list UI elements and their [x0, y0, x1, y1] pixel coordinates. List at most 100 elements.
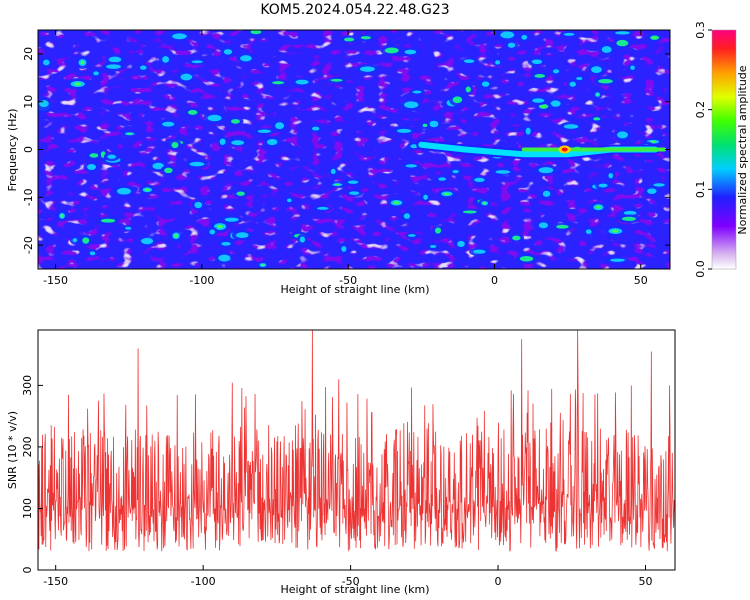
- spectrogram-blob-core: [89, 251, 96, 256]
- spectrogram-blob-peak: [74, 82, 82, 86]
- colorbar-tick-label: 0.3: [694, 21, 707, 39]
- spectrogram-blob-core: [240, 55, 252, 62]
- spectrogram-blob-core: [429, 120, 439, 128]
- spectrogram-blob-core: [396, 128, 412, 133]
- spectrogram-xtick-label: 0: [491, 274, 498, 287]
- spectrogram-blob-core: [403, 213, 411, 219]
- spectrogram-blob-peak: [393, 201, 400, 205]
- spectrogram-blob-core: [172, 33, 187, 40]
- spectrogram-blob-core: [591, 66, 602, 73]
- spectrogram-blob-peak: [444, 192, 450, 196]
- spectrogram-blob-core: [224, 217, 239, 222]
- spectrogram-blob-core: [272, 81, 285, 85]
- spectrogram-blob-core: [299, 236, 306, 243]
- spectrogram-blob-core: [481, 81, 490, 87]
- snr-ytick-label: 200: [21, 436, 34, 457]
- spectrogram-blob-core: [187, 109, 198, 115]
- spectrogram-blob-core: [312, 126, 320, 131]
- spectrogram-blob-core: [601, 46, 612, 53]
- spectrogram-ytick-label: 10: [22, 95, 35, 109]
- spectrogram-blob-peak: [127, 133, 132, 135]
- spectrogram-blob-core: [231, 140, 245, 146]
- spectrogram-blob-core: [410, 144, 419, 149]
- spectrogram-blob-core: [616, 39, 629, 47]
- spectrogram-blob-core: [207, 114, 222, 122]
- spectrogram-blob-core: [275, 122, 285, 130]
- spectrogram-blob-core: [189, 161, 205, 167]
- spectrogram-blob-core: [108, 56, 122, 63]
- spectrogram-blob-core: [231, 119, 240, 124]
- spectrogram-blob-core: [438, 177, 447, 181]
- spectrogram-blob-core: [534, 74, 546, 78]
- snr-xlabel: Height of straight line (km): [280, 583, 429, 596]
- spectrogram-blob-core: [404, 101, 419, 109]
- spectrogram-blob-core: [608, 172, 614, 179]
- spectrogram-blob-core: [550, 100, 561, 107]
- spectrogram-blob-core: [429, 244, 437, 248]
- spectrogram-blob-core: [343, 37, 355, 42]
- spectrogram-blob-core: [621, 216, 637, 221]
- spectrogram-blob-core: [630, 65, 635, 70]
- spectrogram-blob-core: [532, 98, 545, 103]
- snr-panel: -150 -100 -50 0 50 0 100 200 300 Height of strai…: [6, 329, 676, 596]
- spectrogram-blob-core: [164, 167, 173, 174]
- spectrogram-blob-core: [435, 227, 442, 234]
- spectrogram-blob-core: [452, 96, 463, 104]
- spectrogram-xlabel: Height of straight line (km): [280, 283, 429, 296]
- colorbar-tick-label: 0.2: [694, 101, 707, 119]
- spectrogram-blob-core: [598, 183, 608, 188]
- spectrogram-blob-core: [623, 210, 637, 216]
- spectrogram-blob-core: [610, 258, 625, 262]
- spectrogram-blob-core: [563, 32, 575, 36]
- spectrogram-blob-peak: [80, 60, 85, 65]
- spectrogram-blob-core: [162, 121, 175, 127]
- spectrogram-blob-core: [316, 206, 329, 210]
- snr-series-line: [38, 330, 675, 552]
- spectrogram-blob-core: [82, 237, 90, 244]
- spectrogram-blob-core: [452, 170, 459, 174]
- spectrogram-blob-core: [330, 168, 336, 175]
- spectrogram-ytick-label: -10: [22, 188, 35, 206]
- colorbar-label: Normalized spectral amplitude: [736, 65, 749, 234]
- spectrogram-blob-core: [585, 229, 592, 235]
- spectrogram-blob-core: [563, 124, 579, 129]
- spectrogram-blob-core: [152, 162, 165, 170]
- spectrogram-blob-core: [218, 254, 231, 262]
- spectrogram-blob-core: [465, 86, 471, 93]
- spectrogram-blob-core: [101, 218, 116, 223]
- colorbar-tick-label: 0.0: [694, 260, 707, 278]
- spectrogram-blob-core: [538, 222, 549, 229]
- spectrogram-blob-core: [87, 164, 97, 170]
- spectrogram-blob-core: [116, 187, 132, 195]
- spectrogram-blob-core: [463, 59, 475, 64]
- snr-xtick-label: 0: [495, 575, 502, 588]
- spectrogram-blob-core: [194, 201, 203, 209]
- spectrogram-blob-core: [556, 224, 569, 229]
- spectrogram-blob-core: [412, 90, 422, 94]
- spectrogram-blob-core: [495, 60, 501, 65]
- spectrogram-blob-core: [422, 123, 428, 128]
- colorbar-gradient: [712, 30, 736, 269]
- spectrogram-blob-peak: [261, 264, 265, 266]
- spectrogram-xtick-label: -150: [43, 274, 68, 287]
- spectrogram-blob-peak: [596, 93, 599, 96]
- spectrogram-blob-core: [266, 139, 278, 146]
- spectrogram-blob-core: [531, 59, 543, 65]
- spectrogram-blob-core: [359, 66, 375, 72]
- spectrogram-ytick-label: 20: [22, 47, 35, 61]
- spectrogram-blob-core: [512, 235, 521, 241]
- spectrogram-ytick-label: -20: [22, 236, 35, 254]
- spectrogram-blob-core: [236, 191, 245, 196]
- spectrogram-blob-core: [615, 31, 630, 35]
- spectrogram-blob-core: [647, 188, 657, 195]
- spectrogram-blob-peak: [145, 188, 150, 192]
- spectrogram-blob-core: [576, 76, 583, 80]
- spectrogram-blob-core: [89, 153, 99, 158]
- spectrogram-blob-core: [593, 117, 601, 121]
- spectrogram-trace-peak-core: [561, 147, 568, 152]
- spectrogram-blob-core: [106, 64, 121, 69]
- spectrogram-blob-peak: [174, 234, 178, 238]
- snr-xtick-label: -150: [43, 575, 68, 588]
